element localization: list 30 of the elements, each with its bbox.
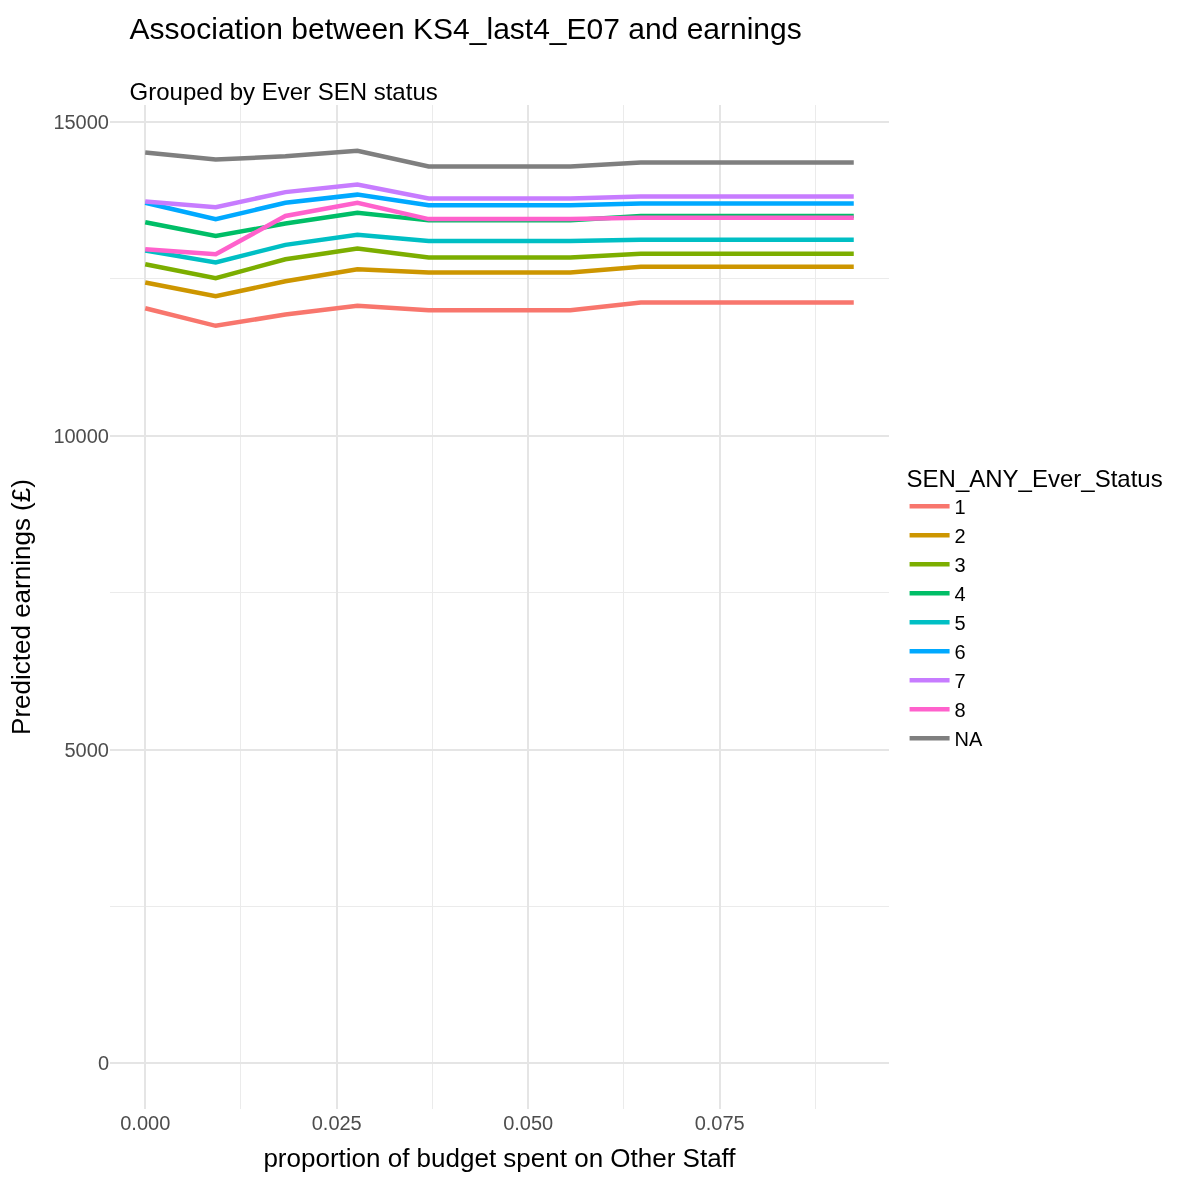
line-series xyxy=(142,148,857,169)
x-tick-label: 0.075 xyxy=(694,1112,745,1134)
legend-label: 5 xyxy=(954,612,966,634)
y-tick-label: 5000 xyxy=(64,738,109,761)
x-axis-title: proportion of budget spent on Other Staff xyxy=(263,1142,737,1173)
legend-label: 6 xyxy=(954,641,966,663)
line-series xyxy=(142,232,857,265)
x-tick-label: 0.050 xyxy=(503,1112,554,1134)
chart-subtitle: Grouped by Ever SEN status xyxy=(129,78,438,106)
line-series xyxy=(142,182,857,210)
line-series xyxy=(142,264,857,299)
line-series xyxy=(142,300,857,329)
x-tick-label: 0.000 xyxy=(120,1112,171,1134)
legend-label: 2 xyxy=(954,525,966,547)
y-axis-title: Predicted earnings (£) xyxy=(5,479,36,735)
legend-label: 3 xyxy=(954,554,966,576)
line-series xyxy=(142,200,857,257)
line-series xyxy=(142,246,857,281)
y-tick-label: 0 xyxy=(97,1052,109,1075)
legend-label: NA xyxy=(954,728,984,750)
legend-label: 1 xyxy=(954,496,966,518)
legend-label: 4 xyxy=(954,583,966,605)
legend-title: SEN_ANY_Ever_Status xyxy=(906,464,1163,492)
y-tick-label: 10000 xyxy=(53,424,109,447)
line-series xyxy=(142,192,857,222)
y-tick-label: 15000 xyxy=(53,110,109,133)
x-tick-label: 0.025 xyxy=(311,1112,362,1134)
chart-title: Association between KS4_last4_E07 and earnings xyxy=(129,11,802,45)
legend-label: 8 xyxy=(954,699,966,721)
legend-label: 7 xyxy=(954,670,966,692)
